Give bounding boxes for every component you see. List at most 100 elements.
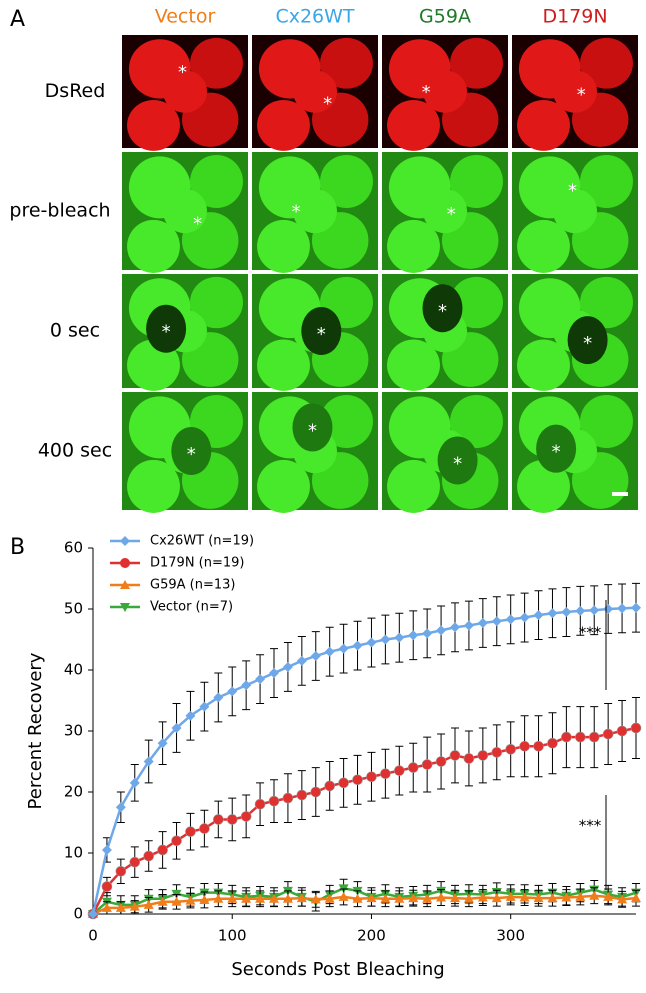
column-label: Vector: [155, 6, 216, 28]
point: [533, 610, 544, 621]
cell: [190, 276, 243, 329]
point: [617, 894, 628, 904]
bleached-cell: [292, 403, 333, 452]
bleached-cell: [146, 304, 187, 353]
point: [324, 646, 335, 657]
row-label: pre-bleach: [9, 200, 110, 222]
cell: [580, 154, 633, 209]
cell: [387, 219, 440, 273]
point: [185, 710, 196, 721]
point: [533, 740, 544, 752]
y-tick-label: 50: [64, 600, 83, 618]
cell: [257, 459, 310, 513]
point: [199, 894, 210, 904]
asterisk: *: [577, 85, 586, 106]
point: [213, 814, 224, 825]
point: [408, 893, 419, 903]
annotation: ***: [579, 817, 602, 835]
cell: [580, 37, 633, 89]
point: [240, 811, 252, 822]
point: [269, 668, 279, 679]
point: [199, 701, 210, 712]
asterisk: *: [187, 444, 196, 465]
asterisk: *: [308, 420, 317, 441]
y-tick-label: 0: [73, 905, 83, 923]
point: [617, 603, 628, 614]
point: [129, 777, 140, 788]
point: [603, 891, 614, 901]
point: [352, 640, 363, 651]
point: [296, 789, 308, 801]
cell: [162, 188, 208, 234]
cell: [517, 459, 570, 513]
asterisk: *: [317, 324, 326, 345]
point: [533, 893, 544, 903]
cell: [257, 99, 310, 151]
x-axis-title: Seconds Post Bleaching: [231, 959, 444, 980]
point: [226, 814, 238, 825]
point: [366, 771, 377, 783]
point: [505, 743, 516, 755]
point: [477, 750, 489, 761]
annotation: ***: [579, 624, 602, 642]
series: [88, 582, 641, 919]
cell: [580, 276, 633, 329]
legend-text: D179N (n=19): [150, 556, 245, 571]
point: [575, 731, 586, 743]
cell: [127, 219, 180, 273]
point: [421, 759, 433, 770]
legend-marker: [120, 603, 130, 612]
point: [436, 625, 447, 636]
asterisk: *: [178, 62, 187, 83]
x-tick-label: 100: [218, 927, 247, 945]
point: [505, 614, 516, 625]
cell: [450, 394, 503, 449]
cell: [450, 154, 503, 209]
series-line: [91, 726, 637, 915]
y-axis-title: Percent Recovery: [25, 652, 46, 809]
cell: [552, 70, 598, 113]
panel-label: B: [10, 535, 25, 560]
x-tick-label: 300: [496, 927, 525, 945]
point: [588, 731, 600, 743]
point: [101, 844, 112, 855]
asterisk: *: [552, 442, 561, 463]
point: [561, 607, 572, 618]
bleached-cell: [301, 307, 342, 355]
point: [602, 728, 614, 740]
column-label: D179N: [542, 6, 607, 28]
point: [491, 893, 502, 903]
point: [171, 722, 182, 733]
asterisk: *: [193, 213, 202, 234]
point: [296, 655, 307, 666]
point: [436, 892, 447, 902]
point: [115, 902, 126, 912]
cell: [552, 188, 598, 234]
asterisk: *: [323, 94, 332, 115]
point: [338, 777, 349, 789]
row-label: DsRed: [45, 80, 106, 102]
point: [519, 612, 530, 623]
point: [561, 731, 572, 743]
legend-marker: [120, 558, 130, 568]
point: [310, 786, 322, 798]
cell: [517, 339, 570, 391]
cell: [580, 394, 633, 449]
asterisk: *: [292, 202, 301, 223]
point: [282, 661, 293, 672]
x-tick-label: 0: [88, 927, 98, 945]
cell: [517, 219, 570, 273]
point: [310, 894, 321, 904]
point: [491, 616, 502, 627]
point: [241, 893, 252, 903]
asterisk: *: [162, 322, 171, 343]
point: [352, 893, 363, 903]
cell: [320, 37, 373, 89]
point: [296, 893, 307, 903]
point: [157, 738, 168, 749]
point: [547, 737, 558, 749]
row-label: 400 sec: [38, 440, 112, 462]
point: [352, 774, 363, 786]
series: [87, 696, 642, 920]
